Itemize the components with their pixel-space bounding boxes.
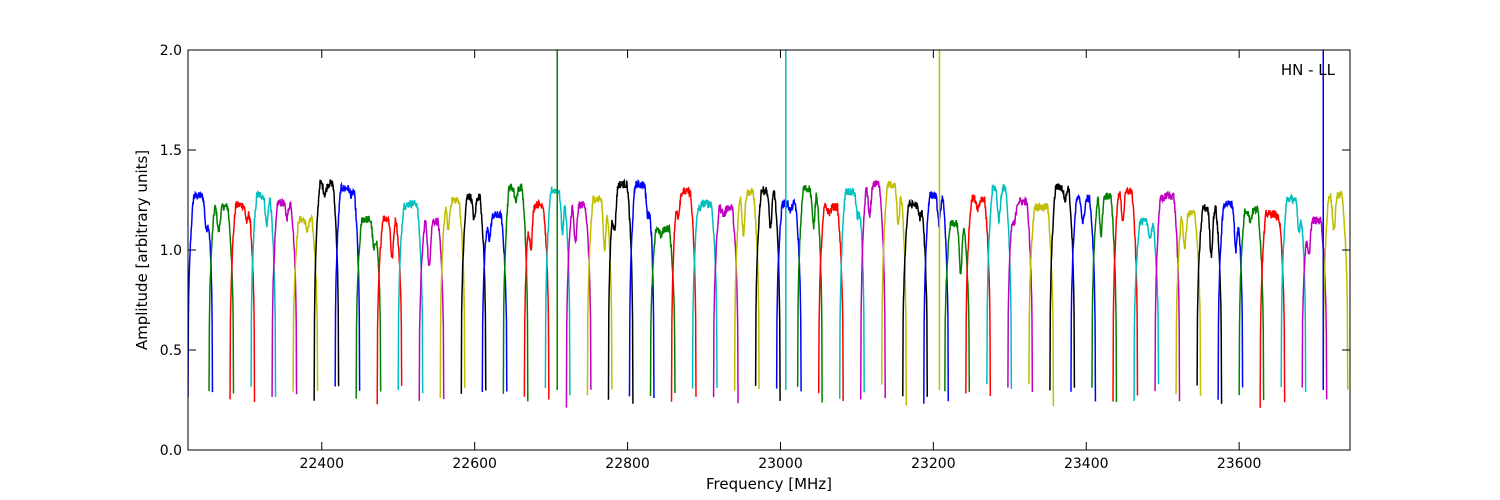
y-tick-label: 0.5 (160, 343, 182, 359)
series-band-line (1280, 192, 1307, 392)
series-band-line (565, 201, 592, 408)
x-axis: 22400 22600 22800 23000 23200 23400 23600 (300, 50, 1262, 472)
series-band-line (628, 179, 655, 399)
series-band-line (817, 202, 844, 401)
series-band-line (250, 189, 277, 397)
x-tick-label: 22400 (300, 456, 345, 472)
series-band-line (229, 201, 256, 402)
series-band-line (292, 213, 319, 392)
series-band-line (923, 191, 950, 404)
series-band-line (649, 223, 676, 396)
series-band-line (1007, 195, 1034, 393)
series-band-line (1091, 192, 1118, 403)
series-band-line (1070, 193, 1097, 402)
series-band-line (775, 198, 802, 392)
series-band-line (986, 183, 1013, 390)
x-tick-label: 23200 (911, 456, 956, 472)
series-band-line (1112, 186, 1139, 402)
series-band-line (796, 185, 823, 403)
series-band-line (208, 203, 235, 394)
y-tick-label: 0.0 (160, 443, 182, 459)
series-band-line (1322, 190, 1349, 390)
series-band-line (1196, 204, 1223, 404)
x-axis-label: Frequency [MHz] (706, 475, 832, 493)
series-band-line (481, 209, 508, 393)
series-band-line (355, 215, 382, 399)
series-band-line (859, 180, 886, 400)
series-band-line (944, 219, 971, 392)
series-band-line (1175, 208, 1202, 396)
series-band-line (838, 186, 865, 399)
y-axis: 0.0 0.5 1.0 1.5 2.0 (160, 43, 1350, 459)
x-tick-label: 22600 (452, 456, 497, 472)
series-band-line (1049, 183, 1076, 391)
series-layer (188, 50, 1349, 408)
series-band-line (397, 199, 424, 394)
y-axis-label: Amplitude [arbitrary units] (133, 150, 151, 350)
series-band-line (271, 198, 298, 397)
series-band-line (313, 179, 340, 401)
series-band-line (334, 181, 361, 391)
series-band-line (691, 198, 718, 389)
series-band-line (965, 194, 992, 397)
series-band-line (1028, 202, 1055, 407)
y-tick-label: 1.5 (160, 143, 182, 159)
series-band-line (188, 190, 214, 398)
x-tick-label: 23400 (1064, 456, 1109, 472)
series-band-line (460, 193, 487, 394)
y-tick-label: 2.0 (160, 43, 182, 59)
series-band-line (607, 178, 634, 404)
series-band-line (902, 198, 928, 397)
y-tick-label: 1.0 (160, 243, 182, 259)
series-band-line (733, 187, 760, 391)
series-band-line (670, 186, 697, 402)
series-band-line (586, 195, 613, 396)
x-tick-label: 22800 (605, 456, 650, 472)
series-band-line (1217, 200, 1244, 400)
chart-annotation: HN - LL (1281, 61, 1336, 79)
series-band-line (502, 183, 529, 402)
series-band-line (376, 215, 403, 405)
series-band-line (418, 217, 445, 401)
series-band-line (1133, 217, 1160, 401)
series-band-line (754, 186, 781, 401)
x-tick-label: 23000 (758, 456, 803, 472)
series-band-line (1154, 190, 1181, 402)
series-band-line (712, 204, 739, 404)
x-tick-label: 23600 (1217, 456, 1262, 472)
series-band-line (439, 196, 466, 399)
series-band-line (1238, 205, 1265, 401)
series-band-line (881, 180, 907, 406)
series-band-line (523, 198, 550, 400)
series-band-line (1259, 209, 1286, 408)
